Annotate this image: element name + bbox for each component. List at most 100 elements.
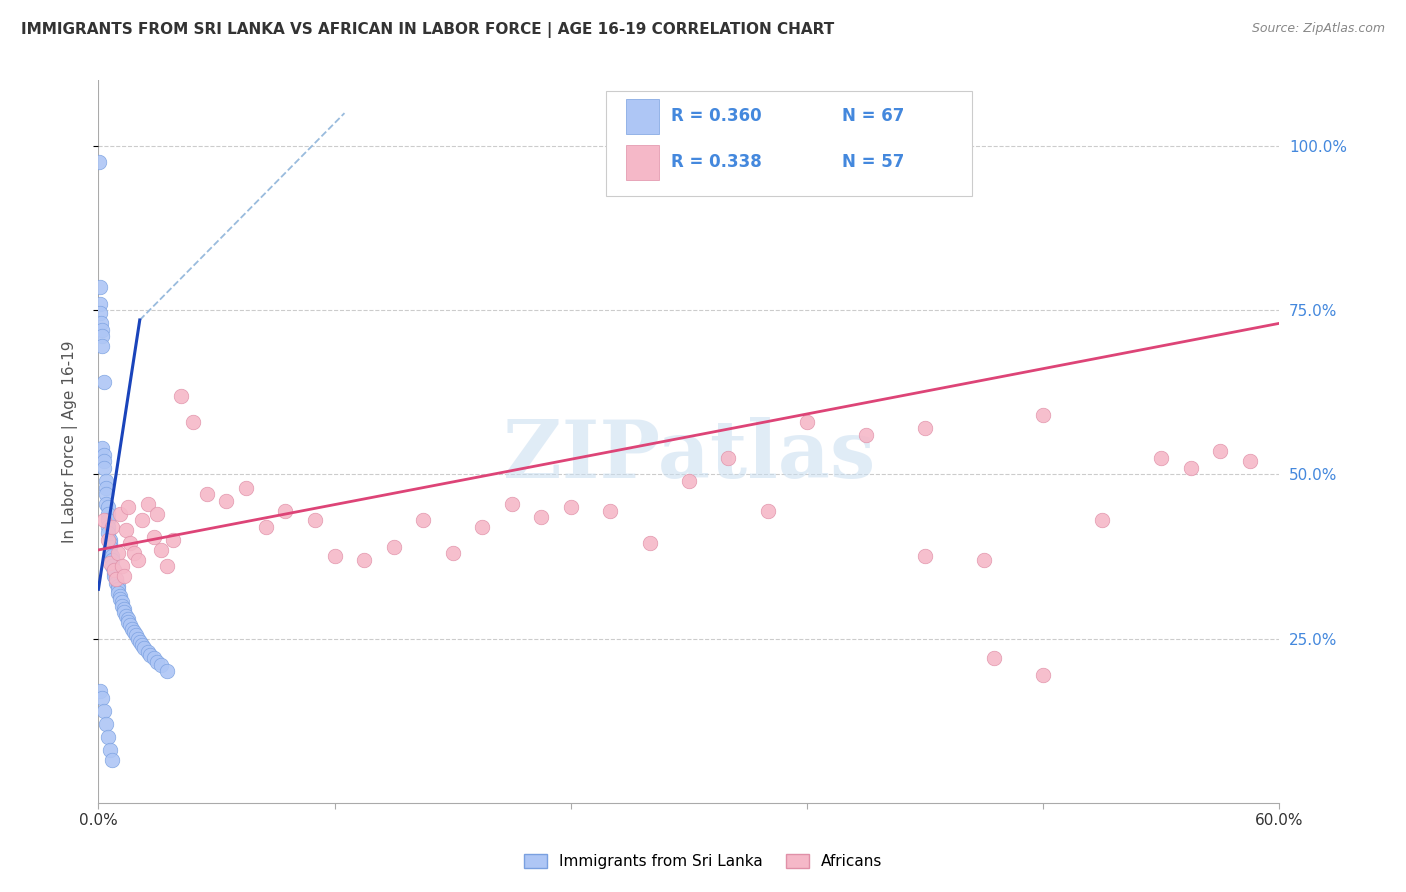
Point — [717, 450, 740, 465]
Point — [530, 510, 553, 524]
Point — [103, 569, 125, 583]
Text: Source: ZipAtlas.com: Source: ZipAtlas.com — [1251, 22, 1385, 36]
Point — [914, 421, 936, 435]
Point — [599, 503, 621, 517]
Point — [97, 730, 120, 744]
Point — [138, 648, 160, 662]
Point — [97, 500, 120, 515]
Point — [101, 553, 124, 567]
Point — [101, 753, 124, 767]
Point — [101, 549, 124, 564]
Point — [105, 575, 128, 590]
Point — [142, 530, 165, 544]
Point — [274, 503, 297, 517]
Point — [103, 563, 125, 577]
Point — [96, 497, 118, 511]
Point — [115, 608, 138, 623]
Point — [90, 316, 112, 330]
Point — [96, 474, 118, 488]
Bar — [626, 145, 659, 179]
Text: N = 67: N = 67 — [842, 107, 905, 126]
Point — [107, 582, 129, 597]
Point — [91, 441, 114, 455]
Point — [122, 546, 145, 560]
Point — [1032, 667, 1054, 681]
Point — [111, 599, 134, 613]
Point — [142, 651, 165, 665]
Point — [132, 641, 155, 656]
Point — [638, 536, 661, 550]
Legend: Immigrants from Sri Lanka, Africans: Immigrants from Sri Lanka, Africans — [517, 848, 889, 875]
Bar — [626, 99, 659, 134]
Point — [93, 454, 115, 468]
Point — [112, 605, 135, 619]
Point — [96, 487, 118, 501]
Point — [101, 520, 124, 534]
Point — [93, 513, 115, 527]
Point — [146, 507, 169, 521]
Point — [796, 415, 818, 429]
Point — [136, 497, 159, 511]
Point — [501, 497, 523, 511]
Point — [108, 507, 131, 521]
Point — [105, 573, 128, 587]
Point — [1239, 454, 1261, 468]
Point — [93, 448, 115, 462]
Point — [1209, 444, 1232, 458]
Point — [122, 625, 145, 640]
Point — [98, 546, 121, 560]
Point — [93, 376, 115, 390]
Point — [121, 622, 143, 636]
FancyBboxPatch shape — [606, 91, 973, 196]
Point — [136, 645, 159, 659]
Point — [93, 460, 115, 475]
Point — [127, 553, 149, 567]
Point — [96, 717, 118, 731]
Text: R = 0.338: R = 0.338 — [671, 153, 762, 171]
Point — [914, 549, 936, 564]
Point — [162, 533, 184, 547]
Point — [107, 546, 129, 560]
Point — [215, 493, 238, 508]
Point — [108, 589, 131, 603]
Point — [97, 507, 120, 521]
Point — [107, 585, 129, 599]
Point — [91, 690, 114, 705]
Point — [170, 388, 193, 402]
Point — [353, 553, 375, 567]
Text: ZIPatlas: ZIPatlas — [503, 417, 875, 495]
Point — [89, 306, 111, 320]
Point — [117, 612, 139, 626]
Point — [1091, 513, 1114, 527]
Point — [150, 657, 173, 672]
Point — [111, 559, 134, 574]
Point — [117, 500, 139, 515]
Point — [89, 280, 111, 294]
Point — [131, 513, 153, 527]
Point — [112, 602, 135, 616]
Point — [91, 329, 114, 343]
Point — [97, 513, 120, 527]
Point — [101, 559, 124, 574]
Point — [412, 513, 434, 527]
Point — [1032, 409, 1054, 423]
Point — [254, 520, 277, 534]
Point — [471, 520, 494, 534]
Point — [181, 415, 204, 429]
Point — [973, 553, 995, 567]
Point — [97, 520, 120, 534]
Point — [125, 628, 148, 642]
Text: R = 0.360: R = 0.360 — [671, 107, 762, 126]
Point — [115, 523, 138, 537]
Point — [323, 549, 346, 564]
Point — [382, 540, 405, 554]
Point — [1180, 460, 1202, 475]
Point — [111, 595, 134, 609]
Point — [304, 513, 326, 527]
Point — [983, 651, 1005, 665]
Point — [98, 556, 121, 570]
Point — [441, 546, 464, 560]
Point — [156, 665, 179, 679]
Point — [103, 566, 125, 580]
Point — [89, 155, 111, 169]
